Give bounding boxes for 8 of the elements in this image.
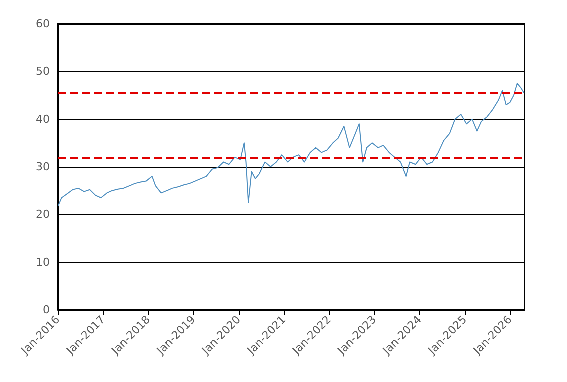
y-tick-label: 10 <box>36 256 50 269</box>
y-tick-label: 60 <box>36 18 50 30</box>
y-tick-label: 20 <box>36 208 50 222</box>
line-series <box>58 83 525 207</box>
y-tick-label: 30 <box>36 160 50 174</box>
y-tick-label: 40 <box>36 112 50 126</box>
y-tick-label: 50 <box>36 65 50 78</box>
y-tick-label: 0 <box>43 304 50 316</box>
